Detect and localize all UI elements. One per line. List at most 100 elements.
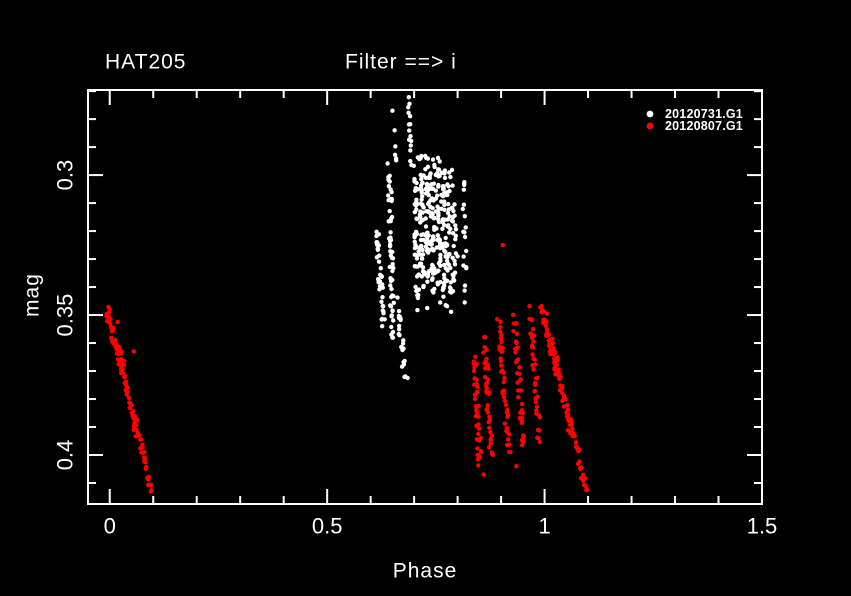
data-point — [535, 394, 540, 400]
data-point — [532, 382, 538, 387]
data-point — [447, 170, 452, 175]
data-point — [531, 367, 536, 372]
data-point — [380, 303, 385, 309]
data-point — [473, 404, 478, 409]
data-point — [431, 271, 436, 276]
data-point — [443, 235, 448, 241]
data-point — [408, 143, 413, 148]
data-point — [445, 268, 450, 273]
data-point — [472, 396, 478, 402]
data-point — [485, 403, 490, 408]
data-point — [408, 148, 413, 153]
data-point — [530, 326, 536, 332]
data-point — [400, 341, 406, 346]
data-point — [447, 230, 452, 235]
data-point — [513, 360, 519, 365]
data-point — [115, 319, 120, 325]
data-point — [391, 293, 396, 299]
data-point — [499, 339, 504, 345]
data-point — [513, 339, 519, 345]
data-point — [423, 224, 429, 229]
data-point — [408, 122, 413, 127]
data-point — [380, 282, 385, 287]
data-point — [489, 450, 495, 455]
data-point — [445, 217, 450, 222]
data-point — [482, 345, 487, 350]
data-point — [389, 313, 394, 318]
data-point — [488, 437, 493, 443]
data-point — [435, 233, 440, 238]
data-point — [474, 409, 479, 414]
data-point — [570, 426, 575, 432]
data-point — [515, 380, 520, 385]
data-point — [510, 312, 516, 317]
data-point — [142, 456, 148, 461]
data-point — [453, 237, 458, 242]
data-point — [530, 317, 535, 323]
data-point — [446, 201, 451, 207]
data-point — [436, 167, 441, 172]
data-point — [544, 319, 549, 324]
data-point — [563, 396, 568, 402]
data-point — [464, 265, 469, 270]
data-point — [376, 232, 382, 237]
data-point — [441, 272, 447, 277]
data-point — [389, 255, 395, 261]
data-point — [414, 264, 419, 269]
data-point — [407, 101, 412, 107]
data-point — [399, 344, 404, 350]
data-point — [507, 432, 512, 437]
data-point — [560, 384, 565, 389]
data-point — [385, 161, 390, 166]
data-point — [109, 329, 115, 334]
data-point — [387, 242, 393, 247]
filter-title: Filter ==> i — [345, 51, 457, 74]
data-point — [502, 398, 508, 404]
data-point — [529, 335, 535, 340]
data-point — [477, 455, 482, 460]
data-point — [581, 472, 586, 477]
data-point — [551, 346, 556, 351]
data-point — [513, 349, 518, 355]
data-point — [471, 368, 477, 374]
data-point — [387, 264, 392, 270]
data-point — [565, 402, 570, 408]
data-point — [418, 214, 423, 219]
data-point — [425, 238, 430, 243]
data-point — [127, 400, 132, 405]
data-point — [508, 450, 513, 455]
data-point — [405, 375, 410, 381]
data-point — [423, 167, 428, 172]
data-point — [530, 352, 535, 357]
data-point — [148, 482, 154, 488]
data-point — [378, 266, 383, 271]
data-point — [376, 243, 382, 248]
data-point — [117, 347, 123, 353]
data-point — [463, 225, 468, 230]
data-point — [450, 219, 456, 224]
data-point — [533, 362, 538, 367]
data-point — [461, 202, 467, 207]
data-point — [535, 375, 540, 380]
data-point — [440, 226, 445, 231]
data-point — [502, 375, 507, 381]
data-point — [537, 428, 542, 433]
data-point — [450, 289, 456, 294]
data-point — [407, 128, 412, 133]
data-point — [120, 366, 125, 372]
data-point — [506, 437, 511, 442]
data-point — [502, 421, 507, 426]
data-point — [453, 227, 459, 232]
data-point — [573, 440, 579, 445]
x-tick-label: 1 — [538, 514, 550, 539]
data-point — [107, 321, 113, 326]
data-point — [527, 303, 532, 309]
data-point — [452, 258, 457, 263]
data-point — [136, 432, 141, 437]
data-point — [427, 175, 432, 181]
data-point — [388, 304, 394, 309]
data-point — [438, 258, 443, 264]
data-point — [423, 175, 428, 180]
data-point — [461, 229, 466, 234]
data-point — [464, 248, 469, 254]
